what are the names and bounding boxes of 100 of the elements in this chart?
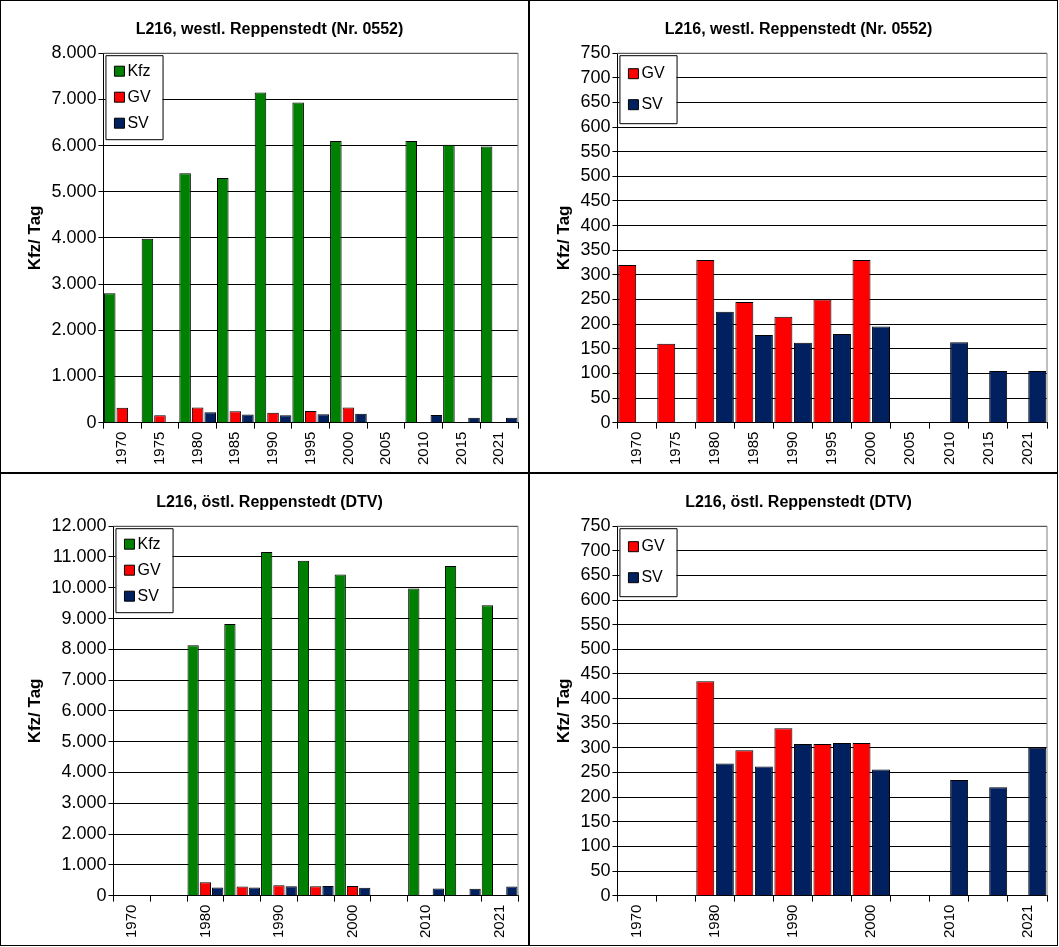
y-tick-label: 550 <box>580 140 611 161</box>
y-tick-label: 5.000 <box>61 730 107 751</box>
x-tick-label: 2000 <box>338 431 356 466</box>
x-tick-label: 1980 <box>705 431 723 466</box>
x-tick-label: 1985 <box>225 431 243 466</box>
y-tick-label: 4.000 <box>61 761 107 782</box>
y-tick-label: 450 <box>580 662 611 683</box>
y-tick-label: 650 <box>580 91 611 112</box>
x-tick-label: 1985 <box>744 431 762 466</box>
y-tick-label: 300 <box>580 736 611 757</box>
x-tick-label: 2015 <box>451 431 469 466</box>
y-tick-label: 450 <box>580 189 611 210</box>
y-tick-label: 0 <box>86 411 97 432</box>
y-tick-label: 12.000 <box>51 515 107 536</box>
x-tick-label: 2021 <box>1017 904 1035 939</box>
legend-label: SV <box>127 113 150 131</box>
x-tick-label: 2000 <box>861 904 879 939</box>
x-tick-label: 1970 <box>112 431 130 466</box>
y-tick-label: 750 <box>580 42 611 63</box>
x-tick-label: 2021 <box>1017 431 1035 466</box>
y-tick-label: 700 <box>580 539 611 560</box>
x-tick-label: 2005 <box>376 431 394 466</box>
y-tick-label: 1.000 <box>61 853 107 874</box>
y-tick-label: 600 <box>580 589 611 610</box>
y-tick-label: 300 <box>580 263 611 284</box>
y-tick-label: 250 <box>580 288 611 309</box>
x-tick-label: 1990 <box>783 904 801 939</box>
legend-label: GV <box>641 64 665 82</box>
y-tick-label: 3.000 <box>61 792 107 813</box>
x-tick-label: 1995 <box>822 431 840 466</box>
y-tick-label: 700 <box>580 66 611 87</box>
y-tick-label: 2.000 <box>51 319 97 340</box>
x-tick-label: 1990 <box>269 904 287 939</box>
y-tick-label: 2.000 <box>61 823 107 844</box>
x-tick-label: 1970 <box>121 904 139 939</box>
x-tick-label: 1975 <box>666 431 684 466</box>
y-axis-title: Kfz/ Tag <box>24 678 44 744</box>
y-tick-label: 3.000 <box>51 273 97 294</box>
x-tick-label: 2021 <box>489 431 507 466</box>
x-tick-label: 2010 <box>939 904 957 939</box>
y-tick-label: 350 <box>580 239 611 260</box>
y-axis-title: Kfz/ Tag <box>553 205 573 271</box>
y-tick-label: 200 <box>580 786 611 807</box>
y-tick-label: 200 <box>580 313 611 334</box>
y-tick-label: 100 <box>580 835 611 856</box>
x-tick-label: 1970 <box>627 904 645 939</box>
y-tick-label: 350 <box>580 712 611 733</box>
y-tick-label: 150 <box>580 810 611 831</box>
chart-title: L216, westl. Reppenstedt (Nr. 0552) <box>664 20 933 38</box>
y-tick-label: 400 <box>580 687 611 708</box>
x-tick-label: 2005 <box>900 431 918 466</box>
legend-label: GV <box>137 560 161 578</box>
x-tick-label: 1980 <box>187 431 205 466</box>
x-tick-label: 2010 <box>416 904 434 939</box>
y-tick-label: 6.000 <box>51 134 97 155</box>
chart-title: L216, östl. Reppenstedt (DTV) <box>685 493 912 511</box>
x-tick-label: 2010 <box>413 431 431 466</box>
y-tick-label: 0 <box>600 884 611 905</box>
x-tick-label: 2021 <box>489 904 507 939</box>
y-tick-label: 500 <box>580 165 611 186</box>
legend-label: GV <box>127 87 151 105</box>
y-tick-label: 600 <box>580 116 611 137</box>
legend-label: SV <box>641 95 664 113</box>
y-tick-label: 8.000 <box>61 638 107 659</box>
legend-label: Kfz <box>127 61 151 79</box>
y-tick-label: 400 <box>580 214 611 235</box>
y-tick-label: 11.000 <box>52 545 107 566</box>
x-tick-label: 1975 <box>150 431 168 466</box>
y-tick-label: 250 <box>580 761 611 782</box>
legend-label: Kfz <box>137 534 161 552</box>
x-tick-label: 1980 <box>705 904 723 939</box>
x-tick-label: 1990 <box>783 431 801 466</box>
legend-label: SV <box>641 568 664 586</box>
y-tick-label: 0 <box>600 411 611 432</box>
x-tick-label: 2010 <box>939 431 957 466</box>
y-tick-label: 650 <box>580 564 611 585</box>
y-tick-label: 7.000 <box>61 669 107 690</box>
x-tick-label: 1995 <box>300 431 318 466</box>
y-tick-label: 1.000 <box>51 365 97 386</box>
y-tick-label: 7.000 <box>51 88 97 109</box>
x-tick-label: 2000 <box>861 431 879 466</box>
y-tick-label: 10.000 <box>51 576 107 597</box>
y-tick-label: 550 <box>580 613 611 634</box>
y-tick-label: 9.000 <box>61 607 107 628</box>
y-tick-label: 5.000 <box>51 180 97 201</box>
legend-label: GV <box>641 537 665 555</box>
y-axis-title: Kfz/ Tag <box>553 678 573 744</box>
x-tick-label: 2000 <box>342 904 360 939</box>
y-tick-label: 150 <box>580 337 611 358</box>
y-axis-title: Kfz/ Tag <box>24 205 44 271</box>
y-tick-label: 50 <box>590 859 611 880</box>
y-tick-label: 8.000 <box>51 42 97 63</box>
y-tick-label: 100 <box>580 362 611 383</box>
y-tick-label: 50 <box>590 386 611 407</box>
chart-title: L216, westl. Reppenstedt (Nr. 0552) <box>135 20 404 38</box>
x-tick-label: 1970 <box>627 431 645 466</box>
chart-title: L216, östl. Reppenstedt (DTV) <box>156 493 383 511</box>
y-tick-label: 4.000 <box>51 226 97 247</box>
x-tick-label: 2015 <box>978 431 996 466</box>
y-tick-label: 500 <box>580 638 611 659</box>
